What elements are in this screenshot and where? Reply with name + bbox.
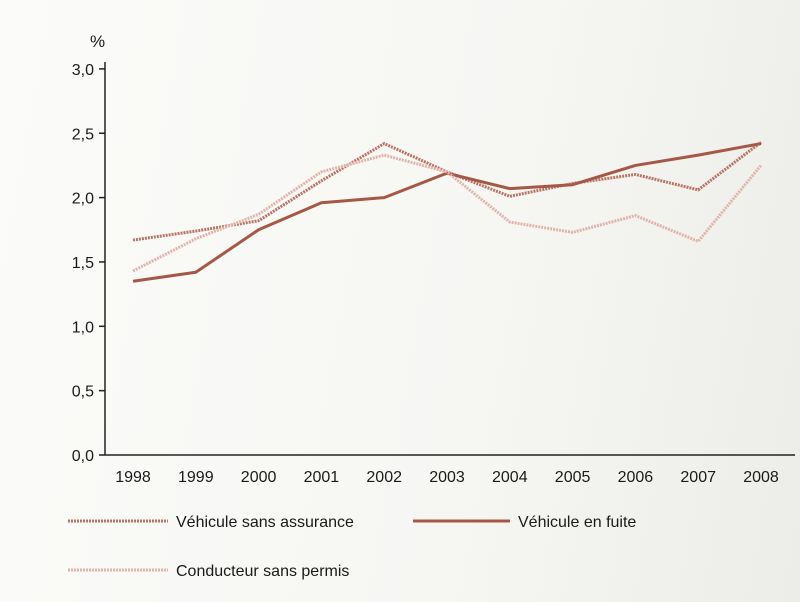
x-tick-label: 2005 (555, 469, 591, 486)
legend: Véhicule sans assurance Véhicule en fuit… (68, 514, 636, 580)
y-tick-label: 0,5 (72, 384, 94, 401)
series-line-vehicule-sans-assurance (132, 141, 762, 242)
legend-label-vehicule-sans-assurance: Véhicule sans assurance (176, 514, 354, 531)
y-tick-label: 3,0 (72, 62, 94, 79)
legend-label-conducteur-sans-permis: Conducteur sans permis (176, 563, 349, 580)
y-tick-label: 0,0 (72, 448, 94, 465)
x-tick-label: 2000 (241, 469, 277, 486)
series-line-vehicule-en-fuite (132, 142, 762, 283)
legend-label-vehicule-en-fuite: Véhicule en fuite (518, 514, 636, 531)
y-tick-label: 1,5 (72, 255, 94, 272)
y-axis-unit-label: % (90, 32, 105, 51)
x-tick-label: 2003 (429, 469, 465, 486)
y-tick-label: 1,0 (72, 319, 94, 336)
x-tick-label: 2004 (492, 469, 528, 486)
x-tick-label: 2008 (743, 469, 779, 486)
x-tick-label: 2002 (366, 469, 402, 486)
y-tick-label: 2,5 (72, 126, 94, 143)
x-tick-label: 2006 (618, 469, 654, 486)
y-tick-label: 2,0 (72, 191, 94, 208)
x-tick-label: 2007 (680, 469, 716, 486)
x-tick-label: 2001 (304, 469, 340, 486)
x-tick-label: 1998 (115, 469, 151, 486)
x-tick-label: 1999 (178, 469, 214, 486)
